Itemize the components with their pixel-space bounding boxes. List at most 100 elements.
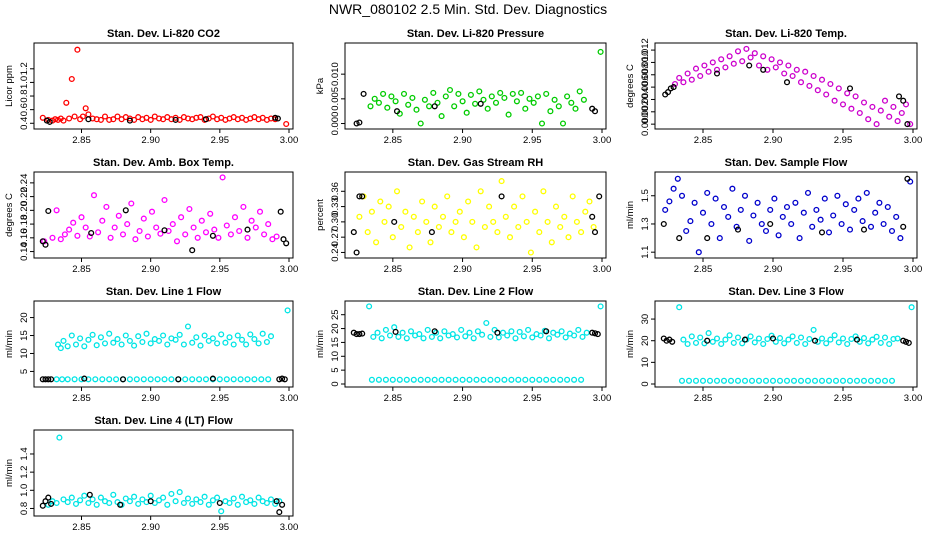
data-point xyxy=(176,116,183,123)
data-point xyxy=(713,66,721,73)
y-tick-label: 0 xyxy=(330,381,341,386)
data-point xyxy=(273,233,280,240)
data-point xyxy=(591,330,599,337)
data-point xyxy=(424,326,431,333)
data-point xyxy=(45,376,52,383)
series-main xyxy=(671,45,914,128)
data-point xyxy=(66,115,73,122)
data-point xyxy=(725,213,732,220)
data-point xyxy=(407,328,415,335)
data-point xyxy=(851,206,858,213)
data-point xyxy=(122,495,129,502)
data-point xyxy=(741,377,749,384)
data-point xyxy=(247,331,254,338)
data-point xyxy=(860,335,868,342)
data-point xyxy=(438,113,445,120)
data-point xyxy=(699,377,707,384)
data-point xyxy=(540,188,547,195)
data-point xyxy=(89,331,96,338)
data-point xyxy=(881,97,889,104)
data-point xyxy=(877,107,884,114)
data-point xyxy=(810,326,817,333)
data-point xyxy=(384,104,391,111)
data-point xyxy=(713,70,721,77)
panel-title: Stan. Dev. Li-820 Pressure xyxy=(407,28,544,40)
data-point xyxy=(276,509,283,516)
data-point xyxy=(555,103,562,110)
data-point xyxy=(552,203,560,210)
data-point xyxy=(483,319,490,327)
data-point xyxy=(473,244,480,251)
plot-frame xyxy=(344,300,607,388)
data-point xyxy=(872,209,879,216)
data-point xyxy=(831,332,838,339)
y-tick-label: 10 xyxy=(330,351,341,362)
data-point xyxy=(897,235,904,242)
y-axis-label: ml/min xyxy=(4,459,15,487)
data-point xyxy=(557,376,564,383)
data-point xyxy=(532,208,539,215)
data-point xyxy=(692,65,700,72)
data-point xyxy=(674,175,681,182)
data-point xyxy=(779,213,786,220)
data-point xyxy=(81,343,88,350)
x-tick-label: 2.90 xyxy=(764,264,783,275)
data-point xyxy=(161,227,168,234)
data-point xyxy=(92,376,99,383)
data-point xyxy=(576,88,583,95)
data-point xyxy=(417,120,424,127)
data-point xyxy=(378,335,385,342)
data-point xyxy=(360,90,367,97)
data-point xyxy=(42,241,49,248)
data-point xyxy=(144,233,151,240)
data-point xyxy=(60,337,67,344)
data-point xyxy=(74,232,81,239)
data-point xyxy=(571,376,578,383)
data-point xyxy=(575,326,582,333)
series-flagged xyxy=(353,90,599,127)
data-point xyxy=(207,210,214,217)
y-tick-label: 0.012 xyxy=(640,38,651,62)
data-point xyxy=(406,244,413,251)
data-point xyxy=(368,208,375,215)
data-point xyxy=(459,98,466,105)
data-point xyxy=(110,116,117,123)
plot-frame xyxy=(654,300,918,388)
y-tick-label: 15 xyxy=(19,330,30,341)
data-point xyxy=(377,198,384,205)
data-point xyxy=(890,103,897,110)
data-point xyxy=(82,105,89,112)
data-point xyxy=(353,249,360,256)
data-point xyxy=(284,307,291,314)
data-point xyxy=(164,341,171,348)
data-point xyxy=(726,53,733,60)
data-point xyxy=(513,98,520,105)
data-point xyxy=(571,332,578,339)
data-point xyxy=(359,193,366,200)
data-point xyxy=(222,339,229,346)
data-point xyxy=(855,195,862,202)
data-point xyxy=(536,376,543,383)
y-tick-label: 1.0 xyxy=(19,76,30,89)
data-point xyxy=(687,218,694,225)
x-tick-label: 2.85 xyxy=(694,264,713,275)
data-point xyxy=(375,376,382,383)
data-point xyxy=(582,208,589,215)
data-point xyxy=(747,333,754,340)
data-point xyxy=(251,376,258,383)
data-point xyxy=(515,376,522,383)
x-tick-label: 2.95 xyxy=(834,264,853,275)
data-point xyxy=(832,377,840,384)
data-point xyxy=(550,376,557,383)
data-point xyxy=(830,212,837,219)
data-point xyxy=(564,376,571,383)
data-point xyxy=(508,376,515,383)
data-point xyxy=(734,48,742,55)
data-point xyxy=(402,208,409,215)
data-point xyxy=(147,340,154,347)
data-point xyxy=(39,376,46,383)
data-point xyxy=(258,376,265,383)
data-point xyxy=(269,236,276,243)
data-point xyxy=(718,340,725,348)
data-point xyxy=(572,105,579,112)
